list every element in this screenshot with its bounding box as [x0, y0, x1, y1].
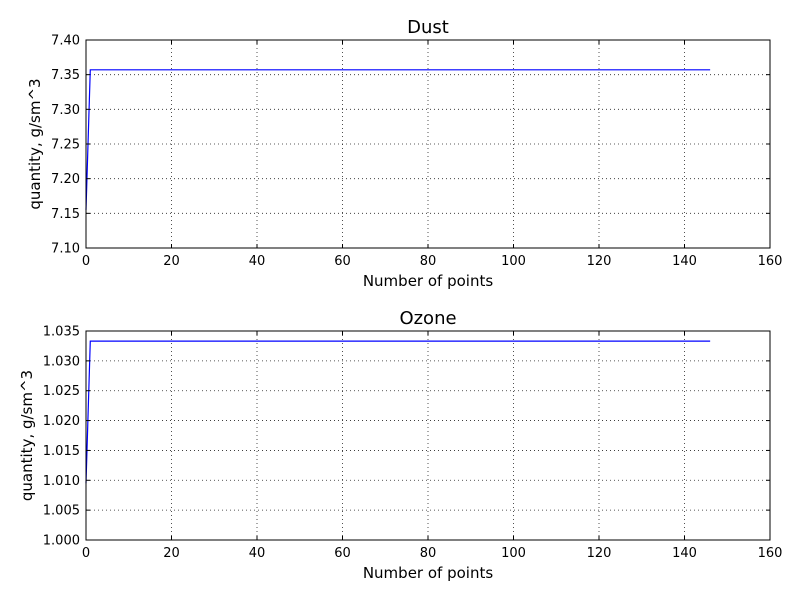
chart-title: Dust — [407, 17, 449, 38]
x-tick-label: 60 — [334, 254, 351, 269]
y-tick-label: 7.25 — [51, 138, 80, 153]
y-tick-label: 1.035 — [43, 325, 80, 340]
y-tick-label: 1.030 — [43, 354, 80, 369]
series-line — [85, 69, 711, 210]
x-tick-label: 100 — [501, 254, 526, 269]
x-tick-label: 80 — [420, 254, 437, 269]
x-tick-label: 160 — [758, 254, 783, 269]
x-axis-label: Number of points — [363, 272, 494, 290]
y-tick-label: 1.005 — [43, 504, 80, 519]
y-tick-label: 7.30 — [51, 103, 80, 118]
y-tick-label: 1.025 — [43, 384, 80, 399]
x-tick-label: 140 — [672, 254, 697, 269]
chart-panel-1: 0 20 40 60 80 100 120 140 160 7.10 7.15 7.20 7.25 7.3… — [26, 17, 782, 290]
x-tick-label: 20 — [163, 546, 180, 561]
x-tick-label: 40 — [249, 546, 266, 561]
x-tick-label: 40 — [249, 254, 266, 269]
y-tick-label: 7.40 — [51, 34, 80, 49]
y-tick-label: 1.020 — [43, 414, 80, 429]
y-axis-label: quantity, g/sm^3 — [26, 78, 44, 209]
y-tick-label: 7.15 — [51, 207, 80, 222]
x-tick-label: 120 — [587, 546, 612, 561]
x-tick-label: 140 — [672, 546, 697, 561]
x-tick-label: 100 — [501, 546, 526, 561]
y-tick-label: 1.015 — [43, 444, 80, 459]
y-tick-label: 1.000 — [43, 534, 80, 549]
y-tick-label: 7.10 — [51, 242, 80, 257]
y-tick-label: 7.20 — [51, 172, 80, 187]
chart-panel-2: 0 20 40 60 80 100 120 140 160 1.000 1.005 1.010 1.01… — [18, 308, 782, 582]
x-tick-label: 120 — [587, 254, 612, 269]
y-tick-label: 7.35 — [51, 68, 80, 83]
series-line — [85, 340, 711, 484]
x-tick-label: 60 — [334, 546, 351, 561]
x-tick-label: 80 — [420, 546, 437, 561]
chart-title: Ozone — [399, 308, 456, 329]
y-tick-label: 1.010 — [43, 474, 80, 489]
x-tick-label: 20 — [163, 254, 180, 269]
x-tick-label: 0 — [82, 546, 90, 561]
x-tick-label: 160 — [758, 546, 783, 561]
x-tick-label: 0 — [82, 254, 90, 269]
x-axis-label: Number of points — [363, 564, 494, 582]
y-axis-label: quantity, g/sm^3 — [18, 370, 36, 501]
